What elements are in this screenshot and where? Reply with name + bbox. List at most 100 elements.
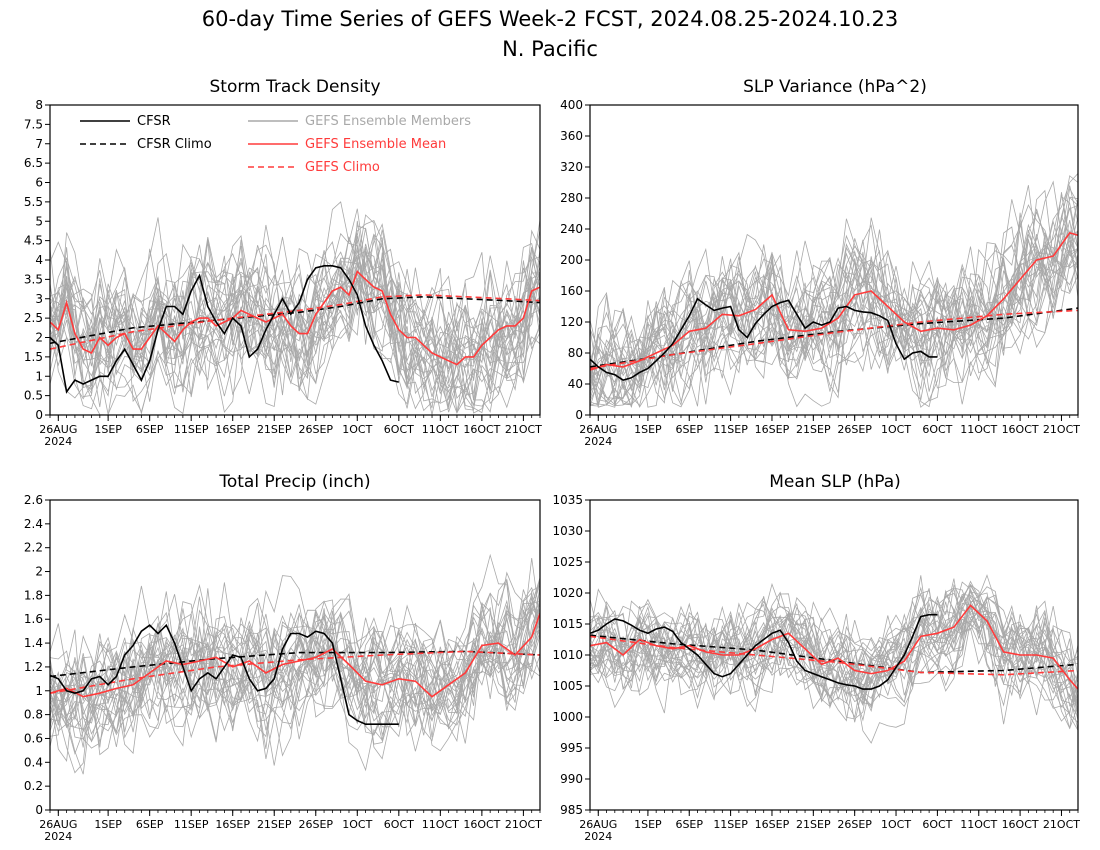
plot-contents — [50, 553, 540, 775]
x-tick-label: 6OCT — [922, 423, 952, 436]
legend-label-cfsr: CFSR — [137, 114, 171, 129]
ensemble-member-line — [50, 571, 540, 743]
legend: CFSR CFSR Climo GEFS Ensemble Members GE… — [80, 114, 471, 175]
ensemble-member-line — [590, 578, 1078, 692]
cfsr-climo-line — [50, 650, 540, 678]
plot-contents — [590, 173, 1078, 409]
x-tick-label: 16OCT — [463, 423, 500, 436]
ensemble-member-line — [50, 258, 540, 385]
y-tick-label: 2.2 — [24, 541, 43, 555]
x-tick-label: 21SEP — [796, 423, 831, 436]
x-tick-label: 1OCT — [342, 818, 372, 831]
ensemble-member-line — [50, 582, 540, 740]
x-tick-label: 11SEP — [174, 423, 209, 436]
ensemble-member-line — [50, 251, 540, 398]
y-tick-label: 8 — [35, 98, 43, 112]
ensemble-member-line — [590, 208, 1078, 409]
panel-total-precip: Total Precip (inch) 0 0.2 0.4 0.6 0.8 1 1.2 1.4… — [24, 472, 542, 843]
x-tick-label: 16SEP — [755, 423, 790, 436]
y-tick-label: 1.6 — [24, 612, 43, 626]
x-tick-label: 21SEP — [257, 423, 292, 436]
x-tick-label: 1SEP — [634, 423, 662, 436]
y-tick-label: 1000 — [552, 710, 583, 724]
x-tick-label: 1OCT — [881, 423, 911, 436]
y-tick-label: 6.5 — [24, 156, 43, 170]
ensemble-member-line — [50, 608, 540, 757]
x-tick-label: 26AUG — [579, 818, 617, 831]
y-tick-label: 2.5 — [24, 311, 43, 325]
y-tick-label: 7 — [35, 137, 43, 151]
ensemble-member-line — [590, 175, 1078, 378]
plot-contents — [590, 574, 1078, 744]
ensemble-member-line — [590, 590, 1078, 716]
ensemble-member-line — [50, 608, 540, 737]
plot-area: 0 40 80 120 160 200 240 280 320 360 400 26AUG 1SEP 6S… — [560, 98, 1080, 448]
y-tick-label: 1.4 — [24, 636, 43, 650]
x-year-label: 2024 — [44, 830, 72, 843]
x-tick-label: 11OCT — [960, 423, 997, 436]
ensemble-member-line — [50, 578, 540, 744]
x-tick-label: 6SEP — [136, 818, 164, 831]
x-tick-label: 1OCT — [342, 423, 372, 436]
x-tick-label: 6SEP — [136, 423, 164, 436]
ensemble-member-line — [590, 185, 1078, 404]
y-tick-label: 2.4 — [24, 517, 43, 531]
panel-slp-variance: SLP Variance (hPa^2) 0 40 80 120 160 200 240 28… — [560, 77, 1080, 448]
y-tick-label: 2 — [35, 331, 43, 345]
x-tick-label: 16OCT — [1002, 423, 1039, 436]
y-tick-label: 0.2 — [24, 779, 43, 793]
y-tick-label: 1.5 — [24, 350, 43, 364]
ensemble-member-line — [590, 574, 1078, 731]
cfsr-climo-line — [50, 295, 540, 345]
cfsr-line — [590, 297, 938, 381]
ensemble-member-line — [590, 196, 1078, 406]
ensemble-member-line — [590, 217, 1078, 408]
ensemble-member-line — [50, 214, 540, 415]
y-tick-label: 280 — [560, 191, 583, 205]
panel-storm-track-density: Storm Track Density 0 0.5 1 1.5 2 2.5 3 3.5 4 4.5… — [24, 77, 542, 448]
ensemble-member-line — [590, 587, 1078, 699]
ensemble-member-line — [590, 207, 1078, 407]
legend-label-mean: GEFS Ensemble Mean — [305, 137, 446, 152]
x-tick-label: 16SEP — [215, 818, 250, 831]
cfsr-line — [50, 264, 399, 394]
y-tick-label: 5.5 — [24, 195, 43, 209]
x-tick-label: 11OCT — [422, 818, 459, 831]
legend-label-cfsr-climo: CFSR Climo — [137, 137, 212, 152]
cfsr-line — [50, 623, 399, 726]
y-tick-label: 320 — [560, 160, 583, 174]
y-tick-label: 0 — [35, 803, 43, 817]
x-tick-label: 16SEP — [215, 423, 250, 436]
x-tick-label: 1SEP — [94, 818, 122, 831]
y-tick-label: 1015 — [552, 617, 583, 631]
x-tick-label: 1SEP — [634, 818, 662, 831]
y-tick-label: 3 — [35, 292, 43, 306]
ensemble-member-line — [590, 603, 1078, 712]
x-tick-label: 1SEP — [94, 423, 122, 436]
ensemble-member-line — [50, 593, 540, 740]
gefs-climo-line — [590, 635, 1078, 676]
gefs-climo-line — [590, 309, 1078, 370]
x-tick-label: 16OCT — [1002, 818, 1039, 831]
ensemble-member-line — [50, 582, 540, 749]
y-tick-label: 0 — [575, 408, 583, 422]
ensemble-member-line — [590, 588, 1078, 708]
x-tick-label: 11SEP — [713, 818, 748, 831]
legend-label-members: GEFS Ensemble Members — [305, 114, 471, 129]
y-tick-label: 40 — [568, 377, 583, 391]
x-tick-label: 26SEP — [837, 818, 872, 831]
ensemble-member-line — [50, 232, 540, 409]
y-tick-label: 1.2 — [24, 660, 43, 674]
x-tick-label: 21OCT — [1043, 423, 1080, 436]
y-tick-label: 120 — [560, 315, 583, 329]
y-tick-label: 1035 — [552, 493, 583, 507]
y-tick-label: 0 — [35, 408, 43, 422]
y-tick-label: 160 — [560, 284, 583, 298]
plot-frame — [49, 499, 541, 811]
panel-title: Total Precip (inch) — [218, 472, 370, 492]
x-tick-label: 21SEP — [257, 818, 292, 831]
x-tick-label: 11OCT — [422, 423, 459, 436]
y-tick-label: 4 — [35, 253, 43, 267]
ensemble-member-line — [590, 603, 1078, 723]
